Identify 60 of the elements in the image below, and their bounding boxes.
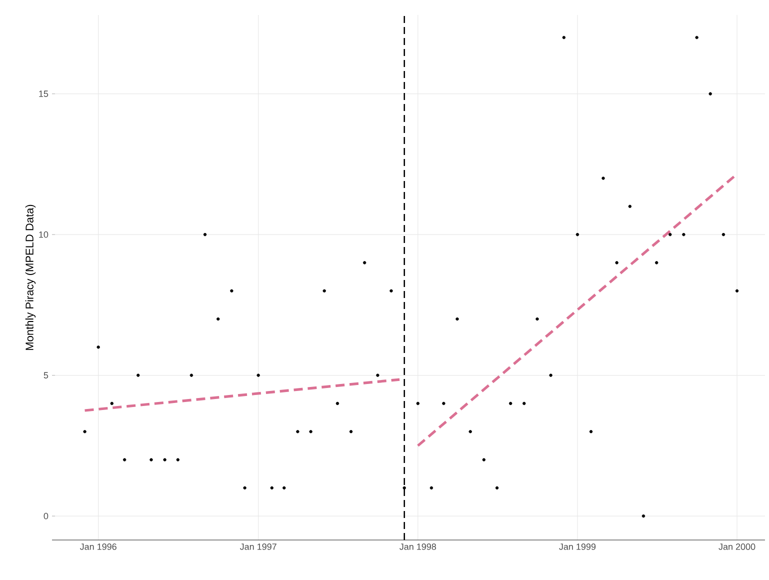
point bbox=[256, 374, 260, 377]
point bbox=[190, 374, 194, 377]
point bbox=[336, 402, 340, 406]
point bbox=[430, 486, 434, 490]
point bbox=[508, 402, 512, 406]
x-tick-label: Jan 1997 bbox=[240, 544, 276, 550]
point bbox=[282, 486, 286, 490]
point bbox=[735, 289, 739, 292]
point bbox=[110, 402, 114, 406]
point bbox=[562, 36, 566, 40]
point bbox=[83, 430, 86, 434]
point bbox=[122, 458, 126, 462]
point bbox=[536, 317, 539, 321]
point bbox=[203, 232, 207, 236]
point bbox=[642, 514, 646, 518]
point bbox=[668, 232, 672, 236]
point bbox=[270, 486, 274, 490]
point bbox=[456, 317, 459, 321]
point bbox=[442, 402, 446, 406]
y-tick-label: 5 bbox=[44, 372, 48, 378]
point bbox=[549, 374, 552, 377]
x-tick-label: Jan 2000 bbox=[718, 544, 756, 550]
point bbox=[150, 458, 153, 462]
point bbox=[402, 486, 406, 490]
y-tick-label: 0 bbox=[44, 512, 48, 520]
point bbox=[230, 289, 234, 292]
point bbox=[216, 317, 220, 321]
point bbox=[576, 232, 580, 236]
point bbox=[495, 486, 499, 490]
y-tick-label: 10 bbox=[39, 231, 48, 238]
point bbox=[96, 346, 100, 349]
x-tick-label: Jan 1999 bbox=[559, 544, 596, 550]
point bbox=[390, 289, 393, 292]
point bbox=[482, 458, 486, 462]
point bbox=[602, 176, 605, 180]
point bbox=[416, 402, 420, 406]
y-axis-title: Monthly Piracy (MPELD Data) bbox=[25, 204, 36, 350]
point bbox=[682, 232, 686, 236]
x-tick-label: Jan 1996 bbox=[80, 544, 116, 550]
point bbox=[309, 430, 312, 434]
point bbox=[722, 232, 726, 236]
point bbox=[163, 458, 166, 462]
point bbox=[322, 289, 326, 292]
point bbox=[376, 374, 380, 377]
point bbox=[243, 486, 246, 490]
point bbox=[176, 458, 180, 462]
point bbox=[695, 36, 698, 40]
point bbox=[362, 261, 366, 264]
point bbox=[628, 204, 632, 208]
x-tick-label: Jan 1998 bbox=[400, 544, 436, 550]
point bbox=[615, 261, 618, 264]
point bbox=[136, 374, 140, 377]
y-tick-label: 15 bbox=[39, 90, 48, 97]
point bbox=[349, 430, 353, 434]
point bbox=[654, 261, 658, 264]
point bbox=[589, 430, 593, 434]
point bbox=[708, 92, 712, 96]
point bbox=[468, 430, 472, 434]
point bbox=[296, 430, 300, 434]
point bbox=[522, 402, 526, 406]
